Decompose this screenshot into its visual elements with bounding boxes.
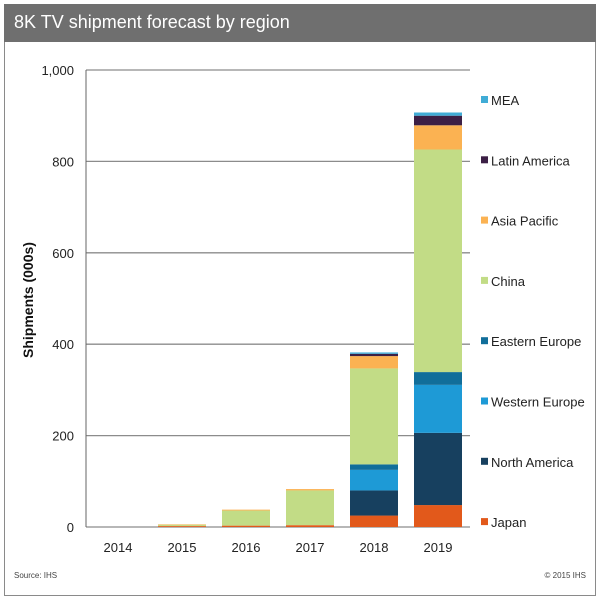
bar-segment <box>350 490 398 516</box>
y-tick-label: 400 <box>52 337 74 352</box>
legend-swatch <box>481 337 488 345</box>
legend-label: Latin America <box>491 153 571 168</box>
y-tick-label: 800 <box>52 154 74 169</box>
bar-segment <box>414 372 462 385</box>
bar-segment <box>222 510 270 526</box>
chart-header: 8K TV shipment forecast by region <box>4 4 596 42</box>
bar-segment <box>286 490 334 526</box>
bar-segment <box>286 525 334 527</box>
bar-segment <box>350 469 398 491</box>
source-note: Source: IHS <box>14 571 58 580</box>
x-tick-label: 2018 <box>360 540 389 555</box>
legend-swatch <box>481 156 488 164</box>
x-tick-label: 2017 <box>296 540 325 555</box>
legend-swatch <box>481 216 488 224</box>
bar-segment <box>158 524 206 527</box>
y-tick-label: 0 <box>67 520 74 535</box>
bar-segment <box>350 353 398 357</box>
bar-segment <box>414 505 462 527</box>
y-axis-label: Shipments (000s) <box>20 242 36 358</box>
bar-segment <box>350 368 398 465</box>
legend-swatch <box>481 457 488 465</box>
legend-swatch <box>481 397 488 405</box>
y-tick-label: 200 <box>52 429 74 444</box>
bar-segment <box>350 464 398 470</box>
bar-segment <box>414 115 462 126</box>
x-tick-label: 2016 <box>232 540 261 555</box>
bars <box>158 112 462 527</box>
bar-segment <box>350 352 398 354</box>
bar-segment <box>414 112 462 116</box>
gridlines <box>86 69 470 528</box>
x-tick-label: 2019 <box>424 540 453 555</box>
bar-segment <box>350 356 398 369</box>
bar-segment <box>350 515 398 527</box>
bar-segment <box>414 125 462 150</box>
bar-segment <box>222 509 270 511</box>
copyright-note: © 2015 IHS <box>544 571 586 580</box>
bar-segment <box>414 432 462 506</box>
legend-swatch <box>481 276 488 284</box>
legend-label: Japan <box>491 515 526 530</box>
y-tick-label: 1,000 <box>41 63 74 78</box>
x-tick-label: 2015 <box>168 540 197 555</box>
bar-segment <box>158 526 206 527</box>
x-tick-label: 2014 <box>104 540 133 555</box>
legend-label: MEA <box>491 93 520 108</box>
y-tick-label: 600 <box>52 246 74 261</box>
legend-label: North America <box>491 455 574 470</box>
legend-label: Asia Pacific <box>491 214 559 229</box>
chart-title: 8K TV shipment forecast by region <box>14 12 290 32</box>
legend: MEA Latin America Asia Pacific China Eastern… <box>481 93 585 530</box>
axes: 0 200 400 600 800 1,000 2014 2015 2016 2017 2018 20… <box>41 63 452 555</box>
bar-segment <box>414 149 462 373</box>
bar-segment <box>414 384 462 433</box>
legend-label: China <box>491 274 526 289</box>
legend-label: Western Europe <box>491 395 585 410</box>
bar-segment <box>222 525 270 527</box>
legend-label: Eastern Europe <box>491 334 581 349</box>
bar-segment <box>286 489 334 491</box>
legend-swatch <box>481 96 488 103</box>
legend-swatch <box>481 518 488 526</box>
